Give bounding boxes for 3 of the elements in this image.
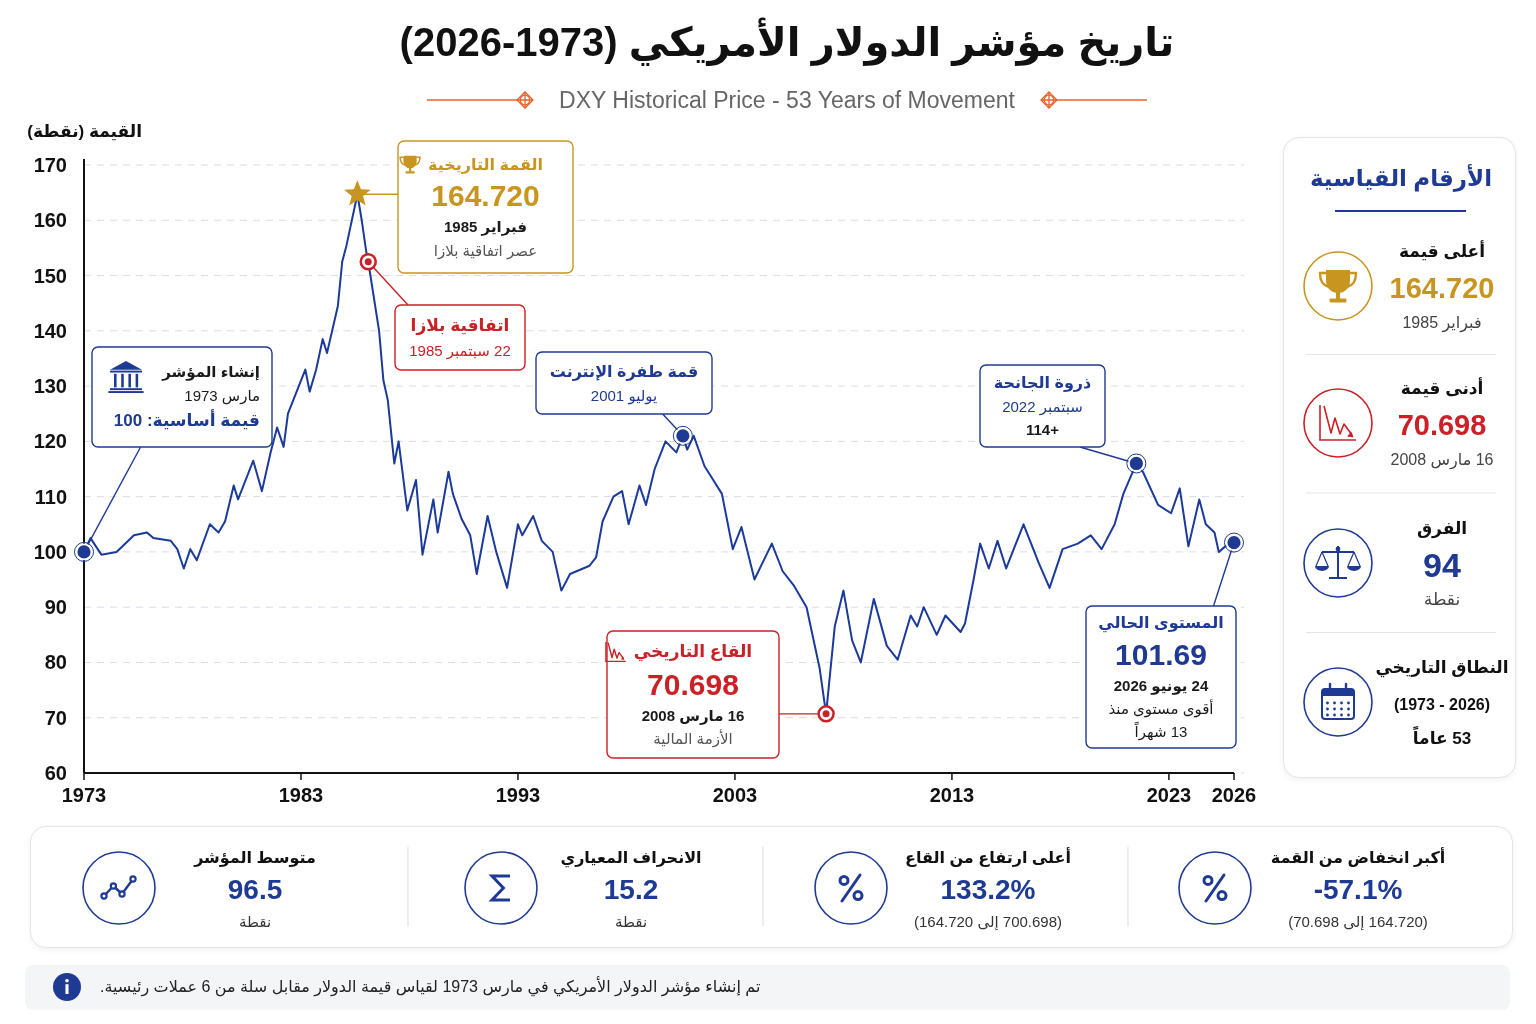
subtitle: DXY Historical Price - 53 Years of Movement <box>559 86 1015 114</box>
note: تم إنشاء مؤشر الدولار الأمريكي في مارس 1973 لقياس قيمة الدولار مقابل سلة من 6 عملات رئيسية. <box>100 977 761 997</box>
title: تاريخ مؤشر الدولار الأمريكي (1973-2026) <box>399 19 1175 65</box>
